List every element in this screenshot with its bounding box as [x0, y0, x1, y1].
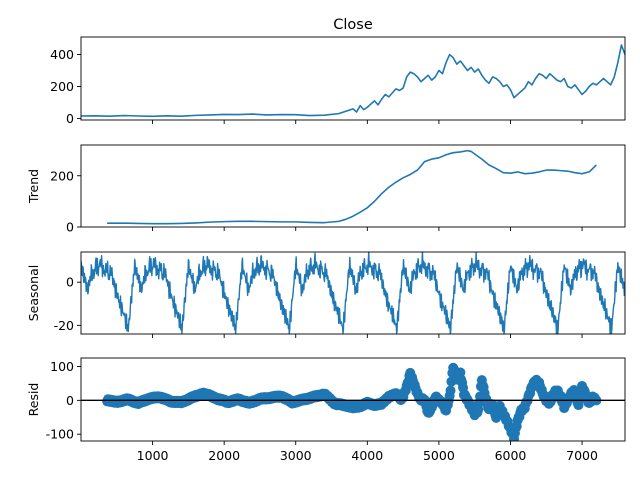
y-tick-label: -100	[46, 427, 74, 442]
y-tick-label: 0	[66, 275, 74, 290]
panel-seasonal: -20 0 Seasonal	[26, 251, 626, 338]
y-tick-label: 200	[50, 168, 74, 183]
axes-frame	[80, 144, 626, 228]
x-tick-label: 1000	[137, 448, 169, 463]
x-tick-label: 5000	[423, 448, 455, 463]
y-tick-label: -20	[54, 318, 74, 333]
y-tick-label: 100	[50, 359, 74, 374]
plot-area	[102, 362, 602, 441]
y-tick-label: 0	[66, 111, 74, 126]
series-line	[107, 149, 597, 225]
resid-point	[455, 367, 466, 378]
x-tick-label: 4000	[351, 448, 383, 463]
chart-title: Close	[333, 17, 373, 33]
y-axis-label: Resid	[26, 383, 41, 417]
axes-frame	[80, 36, 626, 121]
x-tick-label: 2000	[208, 448, 240, 463]
y-tick-label: 0	[66, 220, 74, 235]
plot-area	[81, 252, 625, 334]
axes-frame	[80, 357, 626, 442]
panel-resid: -100 0 100 1000 2000 3000 4000 5000 6000 7000 Resi…	[26, 357, 626, 463]
y-tick-label: 400	[50, 47, 74, 62]
y-axis-label: Trend	[26, 169, 41, 204]
y-tick-label: 0	[66, 393, 74, 408]
x-tick-label: 3000	[280, 448, 312, 463]
plot-area	[107, 149, 597, 225]
y-axis-label: Seasonal	[26, 265, 41, 322]
plot-area	[81, 44, 625, 118]
panel-close: 0 200 400 Close	[50, 17, 626, 126]
seasonal-line	[81, 252, 625, 334]
panel-trend: 0 200 Trend	[26, 144, 626, 235]
x-tick-label: 6000	[495, 448, 527, 463]
resid-point	[445, 385, 456, 396]
x-tick-label: 7000	[566, 448, 598, 463]
y-tick-label: 200	[50, 79, 74, 94]
series-line	[81, 44, 625, 118]
axes-frame	[80, 251, 626, 335]
